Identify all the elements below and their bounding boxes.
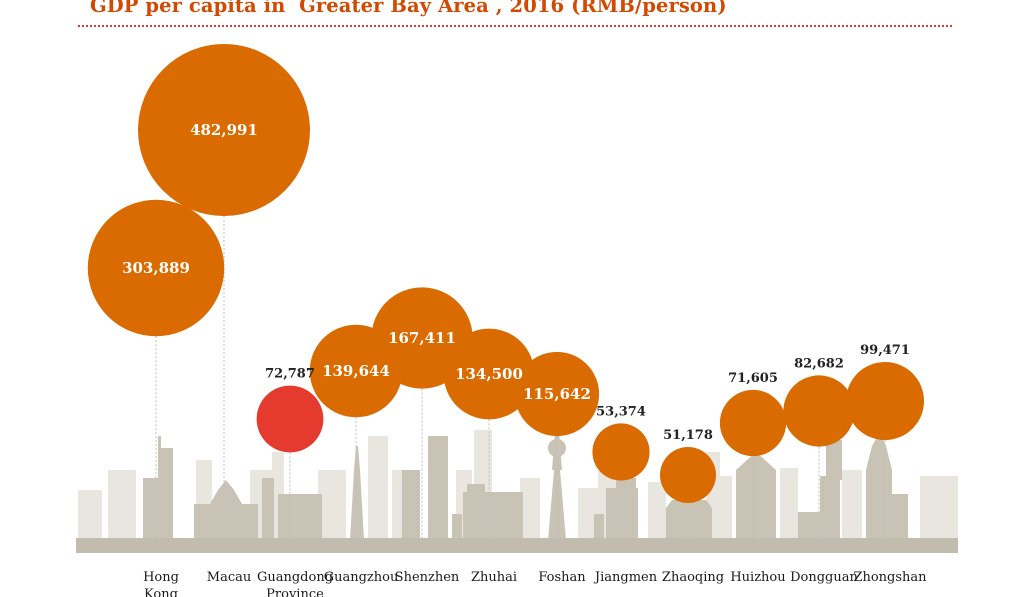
- skyline-backdrop-4: [368, 436, 388, 540]
- canton-tower-shape: [350, 446, 364, 540]
- bubble-zhaoqing: [660, 447, 716, 503]
- city-label-jiangmen: Jiangmen: [593, 570, 658, 585]
- skyline-backdrop-7: [520, 478, 540, 540]
- value-label-shenzhen: 167,411: [388, 329, 456, 347]
- city-label-hong-kong-line2: Kong: [144, 587, 178, 597]
- foshan-tower-sphere: [548, 439, 566, 457]
- value-label-zhuhai: 134,500: [455, 365, 523, 383]
- skyline-building-15: [820, 476, 840, 540]
- value-label-foshan: 115,642: [523, 385, 591, 403]
- bubble-zhongshan: [845, 361, 925, 441]
- skyline-building-16: [826, 440, 842, 480]
- zhongshan-pagoda-shape: [866, 432, 892, 540]
- skyline-backdrop-13: [920, 476, 958, 540]
- value-label-macau: 482,991: [190, 121, 258, 139]
- skyline-building-1: [158, 436, 161, 480]
- skyline-building-9: [467, 484, 485, 498]
- skyline-building-5: [278, 494, 322, 540]
- skyline-backdrop-12: [842, 470, 862, 540]
- skyline-building-14: [798, 512, 820, 540]
- zhaoqing-gate-roof: [666, 500, 712, 508]
- city-skyline: [76, 418, 958, 553]
- skyline-building-6: [402, 470, 420, 540]
- bubble-foshan: [514, 351, 600, 437]
- value-label-hong-kong: 303,889: [122, 259, 190, 277]
- value-label-huizhou: 71,605: [728, 371, 778, 386]
- city-label-dongguan: Dongguan: [790, 570, 858, 585]
- bubble-dongguan: [783, 375, 855, 447]
- city-label-huizhou: Huizhou: [730, 570, 785, 585]
- bubble-jiangmen: [592, 423, 650, 481]
- city-label-shenzhen: Shenzhen: [395, 570, 460, 585]
- skyline-building-8: [463, 492, 523, 540]
- skyline-building-7: [428, 436, 448, 540]
- value-label-jiangmen: 53,374: [596, 404, 646, 419]
- bubble-zhuhai: [443, 328, 535, 420]
- city-label-guangzhou: Guangzhou: [324, 570, 399, 585]
- bubbles: [87, 44, 925, 503]
- bubble-guangdong-province: [256, 385, 324, 453]
- huizhou-roof-shape: [736, 452, 776, 470]
- skyline-backdrop-9: [648, 482, 666, 540]
- skyline-building-4: [262, 478, 274, 540]
- bubble-hong-kong: [87, 199, 225, 337]
- skyline-building-13: [736, 470, 776, 540]
- city-labels: Hong Kong Macau Guangdong ProvinceGuangzhouS…: [143, 570, 927, 597]
- bubble-huizhou: [719, 389, 787, 457]
- title-divider: [78, 25, 952, 27]
- value-labels: 303,889 482,991 72,787 139,644 167,411 134,50…: [122, 121, 910, 443]
- value-label-zhongshan: 99,471: [860, 343, 910, 358]
- value-label-zhaoqing: 51,178: [663, 428, 713, 443]
- macau-ruins-shape: [210, 480, 242, 504]
- chart-title: GDP per capita in Greater Bay Area , 201…: [90, 0, 727, 17]
- skyline-backdrop-0: [78, 490, 102, 540]
- value-label-guangdong-province: 72,787: [265, 367, 315, 382]
- skyline-building-2: [161, 448, 173, 540]
- city-label-foshan: Foshan: [538, 570, 586, 585]
- skyline-backdrop-3: [318, 470, 346, 540]
- city-label-macau: Macau: [207, 570, 251, 585]
- city-label-hong-kong: Hong: [143, 570, 179, 585]
- skyline-building-11: [606, 488, 638, 540]
- skyline-building-3: [194, 504, 258, 540]
- ground-strip: [76, 538, 958, 553]
- city-label-zhaoqing: Zhaoqing: [662, 570, 724, 585]
- skyline-building-10: [594, 514, 604, 540]
- foshan-tower-shape: [548, 418, 566, 540]
- skyline-backdrop-11: [780, 468, 798, 540]
- skyline-building-19: [452, 514, 462, 540]
- skyline-backdrop-1: [108, 470, 136, 540]
- skyline-building-20: [666, 508, 712, 540]
- value-label-guangzhou: 139,644: [322, 362, 390, 380]
- city-label-guangdong-province-line2: Province: [266, 587, 324, 597]
- city-label-zhongshan: Zhongshan: [853, 570, 927, 585]
- value-label-dongguan: 82,682: [794, 356, 844, 371]
- skyline-building-18: [892, 494, 908, 540]
- bubble-macau: [138, 44, 310, 216]
- city-label-zhuhai: Zhuhai: [471, 570, 517, 585]
- city-label-guangdong-province: Guangdong: [257, 570, 333, 585]
